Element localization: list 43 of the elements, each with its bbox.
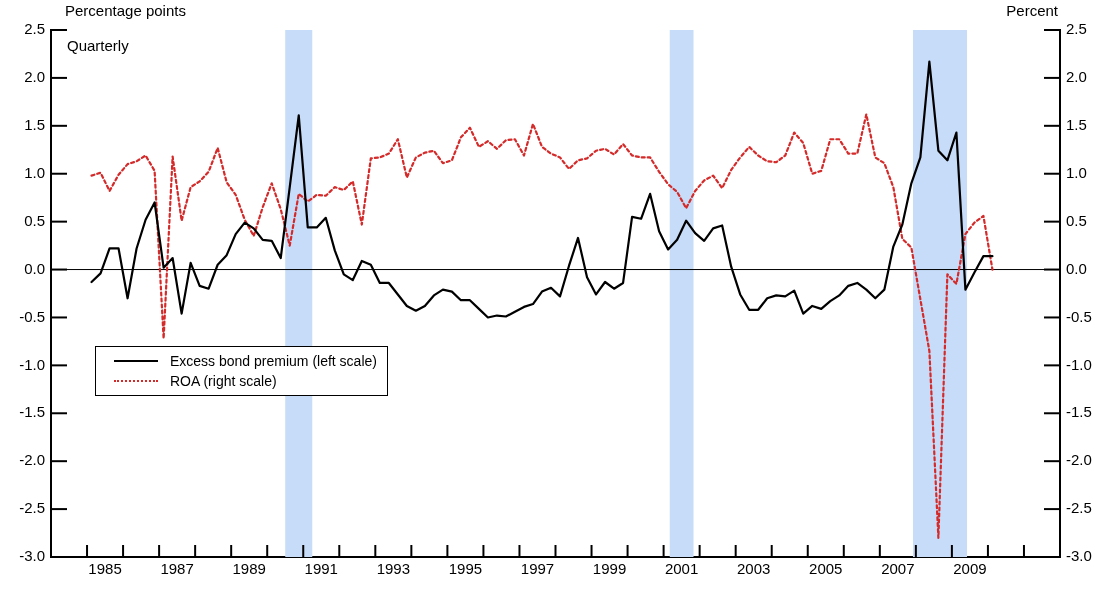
x-tick-label: 2001 bbox=[664, 560, 699, 578]
y-axis-title: Percentage points bbox=[65, 2, 186, 20]
line-series bbox=[90, 113, 994, 539]
x-tick-label: 1999 bbox=[592, 560, 627, 578]
y2-tick-label: -2.0 bbox=[1066, 451, 1092, 469]
x-tick-label: 2005 bbox=[809, 560, 843, 578]
x-tick-label: 1993 bbox=[376, 560, 411, 578]
y-tick-label: 2.0 bbox=[24, 68, 45, 86]
y2-tick-label: -3.0 bbox=[1066, 547, 1092, 565]
x-tick-label: 1991 bbox=[304, 560, 338, 578]
y-tick-label: -2.0 bbox=[19, 451, 45, 469]
y2-tick-label: 2.5 bbox=[1066, 20, 1087, 38]
y2-tick-label: 2.0 bbox=[1066, 68, 1087, 86]
y-tick-label: -3.0 bbox=[19, 547, 45, 565]
y-tick-label: 0.0 bbox=[24, 259, 45, 277]
legend-label: ROA (right scale) bbox=[170, 372, 277, 391]
y-tick-label: 1.0 bbox=[24, 163, 45, 181]
y2-tick-label: -1.5 bbox=[1066, 403, 1092, 421]
y2-tick-label: 1.0 bbox=[1066, 163, 1087, 181]
y-tick-label: -1.0 bbox=[19, 355, 45, 373]
x-tick-label: 1987 bbox=[160, 560, 194, 578]
y2-tick-label: -0.5 bbox=[1066, 307, 1092, 325]
legend-label: Excess bond premium (left scale) bbox=[170, 352, 377, 371]
y-tick-label: -2.5 bbox=[19, 499, 45, 517]
x-tick-label: 2003 bbox=[737, 560, 771, 578]
y2-tick-label: -2.5 bbox=[1066, 499, 1092, 517]
x-tick-label: 2007 bbox=[881, 560, 915, 578]
y2-tick-label: 0.5 bbox=[1066, 211, 1087, 229]
y2-tick-label: 0.0 bbox=[1066, 259, 1087, 277]
x-tick-label: 1997 bbox=[520, 560, 555, 578]
y-tick-label: 0.5 bbox=[24, 211, 45, 229]
annotation: Quarterly bbox=[67, 37, 130, 55]
y2-tick-label: -1.0 bbox=[1066, 355, 1092, 373]
y2-tick-label: 1.5 bbox=[1066, 115, 1087, 133]
y-tick-label: 2.5 bbox=[24, 20, 45, 38]
y-tick-label: 1.5 bbox=[24, 115, 45, 133]
x-tick-label: 1985 bbox=[88, 560, 122, 578]
x-tick-label: 2009 bbox=[953, 560, 987, 578]
y-tick-label: -0.5 bbox=[19, 307, 45, 325]
x-tick-label: 1995 bbox=[448, 560, 483, 578]
y2-axis-title: Percent bbox=[1006, 2, 1059, 20]
y-tick-label: -1.5 bbox=[19, 403, 45, 421]
x-tick-label: 1989 bbox=[232, 560, 266, 578]
